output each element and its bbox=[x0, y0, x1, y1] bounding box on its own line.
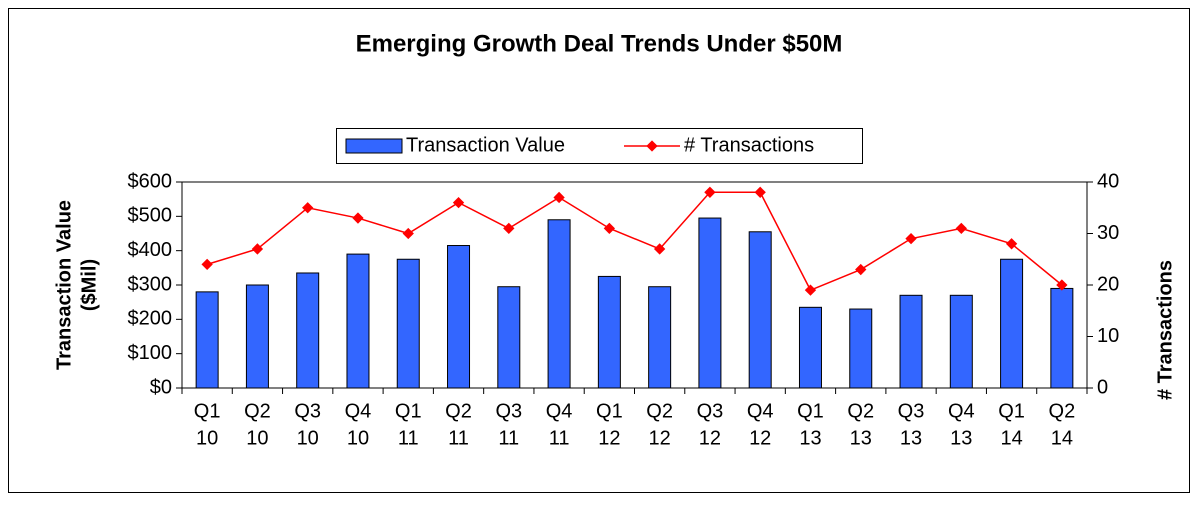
line-marker bbox=[201, 258, 213, 271]
bar bbox=[1000, 258, 1024, 389]
x-tick-label: 10 bbox=[297, 427, 319, 449]
y-tick-label: $400 bbox=[128, 239, 173, 261]
x-tick-label: 10 bbox=[246, 427, 268, 449]
y-tick-label: $0 bbox=[150, 376, 172, 398]
x-tick-label: Q4 bbox=[747, 400, 774, 422]
line-marker bbox=[754, 186, 766, 198]
bar bbox=[296, 272, 320, 389]
x-tick-label: 14 bbox=[1051, 427, 1073, 449]
line-marker bbox=[955, 222, 967, 235]
legend-label: Transaction Value bbox=[406, 134, 565, 156]
bar bbox=[597, 275, 621, 389]
line-marker bbox=[704, 186, 716, 198]
bar bbox=[547, 219, 571, 389]
bar bbox=[648, 286, 672, 389]
y-tick-label: $600 bbox=[128, 170, 173, 192]
x-tick-label: Q1 bbox=[998, 400, 1025, 422]
y2-axis-label: # Transactions bbox=[1154, 260, 1176, 400]
x-tick-label: Q1 bbox=[395, 400, 422, 422]
bar bbox=[748, 231, 772, 389]
x-tick-label: Q3 bbox=[495, 400, 522, 422]
x-tick-label: Q3 bbox=[898, 400, 925, 422]
bar bbox=[195, 291, 219, 389]
x-tick-label: Q4 bbox=[546, 400, 573, 422]
x-tick-label: 10 bbox=[347, 427, 369, 449]
line-marker bbox=[1005, 238, 1018, 250]
legend-label: # Transactions bbox=[684, 134, 814, 156]
y2-tick-label: 40 bbox=[1097, 170, 1119, 192]
x-tick-label: Q4 bbox=[948, 400, 975, 422]
legend-marker bbox=[646, 140, 658, 152]
x-tick-label: Q2 bbox=[847, 400, 874, 422]
bar bbox=[1050, 287, 1074, 389]
x-tick-label: 10 bbox=[196, 427, 218, 449]
y2-tick-label: 20 bbox=[1097, 273, 1119, 295]
line-marker bbox=[503, 222, 515, 235]
y-tick-label: $100 bbox=[128, 342, 173, 364]
bar bbox=[949, 294, 973, 389]
line-marker bbox=[855, 263, 867, 276]
bar bbox=[849, 308, 873, 389]
line-marker bbox=[402, 227, 414, 240]
line-marker bbox=[302, 202, 314, 214]
line-marker bbox=[905, 232, 917, 245]
x-tick-label: 13 bbox=[799, 427, 821, 449]
x-tick-label: Q2 bbox=[646, 400, 673, 422]
x-tick-label: 11 bbox=[498, 427, 519, 449]
y-tick-label: $500 bbox=[128, 205, 173, 227]
x-tick-label: Q3 bbox=[294, 400, 321, 422]
x-tick-label: 14 bbox=[1000, 427, 1022, 449]
bar bbox=[396, 258, 420, 389]
x-tick-label: Q2 bbox=[445, 400, 472, 422]
line-marker bbox=[804, 284, 817, 296]
x-tick-label: 13 bbox=[950, 427, 972, 449]
line-marker bbox=[603, 222, 616, 235]
bar bbox=[447, 245, 471, 389]
legend-box bbox=[336, 128, 863, 164]
bar bbox=[698, 217, 722, 389]
bar bbox=[497, 286, 521, 389]
line-marker bbox=[352, 212, 364, 224]
x-tick-label: Q3 bbox=[697, 400, 724, 422]
x-tick-label: 12 bbox=[649, 427, 671, 449]
bar bbox=[899, 294, 923, 389]
y2-tick-label: 0 bbox=[1097, 376, 1108, 398]
chart-title: Emerging Growth Deal Trends Under $50M bbox=[356, 30, 843, 57]
x-tick-label: 11 bbox=[398, 427, 419, 449]
x-tick-label: 11 bbox=[448, 427, 469, 449]
line bbox=[206, 191, 1063, 292]
x-tick-label: Q1 bbox=[797, 400, 824, 422]
line-marker bbox=[251, 243, 264, 255]
chart-border bbox=[8, 8, 1190, 493]
x-tick-label: 12 bbox=[598, 427, 620, 449]
y2-tick-label: 30 bbox=[1097, 222, 1119, 244]
line-marker bbox=[553, 191, 565, 204]
x-tick-label: Q4 bbox=[345, 400, 372, 422]
y2-tick-label: 10 bbox=[1097, 325, 1119, 347]
bar bbox=[346, 253, 370, 389]
line-marker bbox=[653, 243, 666, 255]
y-tick-label: $300 bbox=[128, 273, 173, 295]
x-tick-label: Q2 bbox=[1049, 400, 1076, 422]
line-marker bbox=[1056, 279, 1068, 291]
x-tick-label: 12 bbox=[699, 427, 721, 449]
x-tick-label: 12 bbox=[749, 427, 771, 449]
y-axis-label: ($Mil) bbox=[78, 259, 100, 311]
x-tick-label: 11 bbox=[549, 427, 570, 449]
legend-swatch bbox=[345, 138, 403, 154]
bar bbox=[245, 284, 269, 389]
bar bbox=[798, 306, 822, 389]
x-tick-label: Q1 bbox=[596, 400, 623, 422]
x-tick-label: Q2 bbox=[244, 400, 271, 422]
y-axis-label: Transaction Value bbox=[53, 200, 75, 370]
y-tick-label: $200 bbox=[128, 308, 173, 330]
x-tick-label: 13 bbox=[850, 427, 872, 449]
line-marker bbox=[452, 196, 465, 209]
x-tick-label: Q1 bbox=[194, 400, 221, 422]
x-tick-label: 13 bbox=[900, 427, 922, 449]
